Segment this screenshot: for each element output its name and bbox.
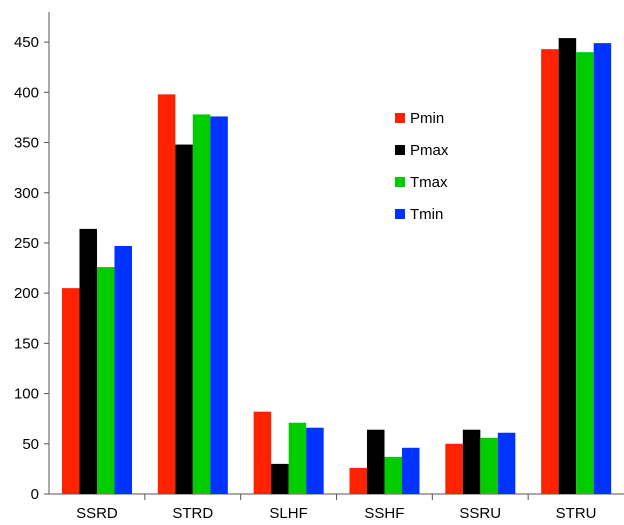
x-tick-label: SSRD bbox=[76, 505, 118, 520]
y-tick-label: 450 bbox=[14, 34, 39, 51]
legend-label-pmin: Pmin bbox=[410, 110, 444, 127]
x-tick-label: SLHF bbox=[269, 505, 307, 520]
bar-tmin-stru bbox=[593, 43, 612, 495]
legend-swatch-pmax bbox=[395, 145, 405, 155]
bar-pmax-sshf bbox=[367, 429, 385, 494]
y-tick-label: 400 bbox=[14, 84, 39, 101]
x-tick-label: SSHF bbox=[364, 505, 404, 520]
bar-pmax-stru bbox=[558, 38, 577, 494]
bar-tmax-strd bbox=[192, 114, 211, 495]
bar-pmax-strd bbox=[175, 144, 193, 495]
y-tick-label: 250 bbox=[14, 235, 39, 252]
bar-tmin-ssrd bbox=[114, 245, 132, 494]
legend-label-tmin: Tmin bbox=[410, 206, 443, 223]
legend-swatch-pmin bbox=[395, 113, 405, 123]
bar-pmin-ssrd bbox=[62, 288, 80, 494]
legend-swatch-tmax bbox=[395, 177, 405, 187]
y-tick-label: 200 bbox=[14, 285, 39, 302]
bar-tmin-ssru bbox=[497, 432, 516, 494]
y-tick-label: 0 bbox=[31, 486, 39, 503]
bar-pmax-ssrd bbox=[79, 228, 97, 494]
y-tick-label: 350 bbox=[14, 135, 39, 152]
x-tick-label: SSRU bbox=[459, 505, 501, 520]
bar-pmax-slhf bbox=[271, 463, 289, 494]
bar-tmin-strd bbox=[210, 116, 228, 494]
bar-pmin-slhf bbox=[253, 411, 272, 494]
bar-pmin-ssru bbox=[445, 443, 463, 494]
bar-pmax-ssru bbox=[462, 429, 481, 494]
legend-label-pmax: Pmax bbox=[410, 142, 449, 159]
bar-pmin-strd bbox=[157, 94, 176, 494]
bar-pmin-sshf bbox=[349, 467, 367, 494]
x-tick-label: STRD bbox=[172, 505, 213, 520]
y-tick-label: 150 bbox=[14, 335, 39, 352]
y-tick-label: 300 bbox=[14, 185, 39, 202]
bar-tmin-slhf bbox=[306, 427, 324, 494]
bar-pmin-stru bbox=[541, 49, 559, 494]
x-tick-label: STRU bbox=[556, 505, 597, 520]
bar-tmax-stru bbox=[576, 52, 594, 495]
y-tick-label: 50 bbox=[22, 436, 39, 453]
bar-tmax-ssru bbox=[480, 437, 498, 494]
bar-tmin-sshf bbox=[402, 447, 420, 494]
bar-tmax-sshf bbox=[384, 456, 402, 494]
bar-tmax-ssrd bbox=[97, 267, 115, 494]
y-tick-label: 100 bbox=[14, 386, 39, 403]
legend-swatch-tmin bbox=[395, 209, 405, 219]
legend-label-tmax: Tmax bbox=[410, 174, 448, 191]
bar-tmax-slhf bbox=[288, 422, 307, 494]
